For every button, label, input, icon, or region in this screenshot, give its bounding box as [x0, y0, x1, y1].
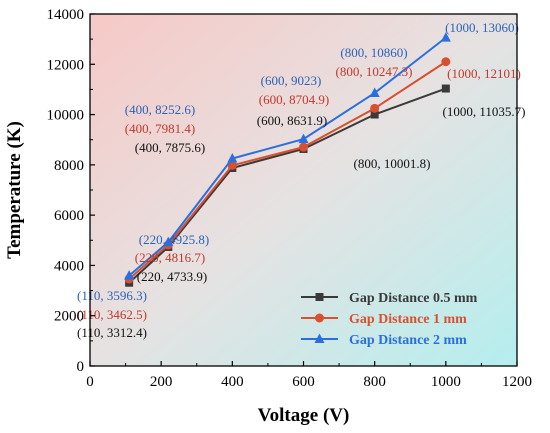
x-tick-label: 800: [363, 374, 386, 390]
series-layer: [124, 32, 451, 287]
legend-marker: [315, 293, 324, 301]
series-line: [128, 36, 447, 277]
data-label: (1000, 12101): [447, 66, 521, 81]
legend-label: Gap Distance 1 mm: [349, 312, 467, 327]
axis-layer: 0 200 400 600 800 1000 12000200040006000800010…: [47, 7, 533, 390]
x-tick-label: 1200: [502, 374, 532, 390]
data-point: [227, 153, 238, 163]
y-tick-label: 0: [77, 359, 85, 375]
data-label: (110, 3312.4): [77, 325, 147, 340]
data-label: (110, 3462.5): [77, 307, 147, 322]
x-axis-title: Voltage (V): [258, 405, 350, 426]
legend-label: Gap Distance 2 mm: [349, 333, 467, 348]
x-tick-label: 0: [86, 374, 94, 390]
data-label: (800, 10860): [340, 45, 407, 60]
legend: Gap Distance 0.5 mm Gap Distance 1 mm Gap …: [301, 291, 478, 348]
data-label: (110, 3596.3): [77, 288, 147, 303]
data-label: (600, 8704.9): [259, 92, 329, 107]
x-tick-label: 1000: [431, 374, 461, 390]
series-line: [128, 60, 447, 280]
data-label: (600, 9023): [261, 73, 322, 88]
data-point: [441, 57, 451, 67]
data-label: (1000, 13060): [445, 20, 519, 35]
series-line: [128, 87, 447, 284]
y-tick-label: 4000: [54, 258, 84, 274]
data-label: (220, 4733.9): [137, 269, 207, 284]
data-label-layer: (110, 3312.4) (220, 4733.9) (400, 7875.6) (…: [77, 20, 525, 340]
data-label: (220, 4925.8): [139, 232, 209, 247]
plot-background: [90, 14, 517, 366]
data-label: (400, 8252.6): [125, 102, 195, 117]
legend-marker: [315, 313, 324, 323]
y-tick-label: 10000: [47, 108, 85, 124]
x-tick-label: 400: [221, 374, 244, 390]
data-label: (800, 10247.3): [336, 64, 413, 79]
y-tick-label: 8000: [54, 158, 84, 174]
data-label: (220, 4816.7): [135, 250, 205, 265]
data-point: [298, 133, 309, 144]
y-axis-title: Temperature (K): [4, 121, 25, 259]
data-label: (1000, 11035.7): [443, 104, 526, 119]
data-label: (800, 10001.8): [354, 156, 431, 171]
data-point: [370, 103, 380, 113]
data-point: [163, 236, 174, 247]
data-point: [299, 142, 308, 152]
y-tick-label: 14000: [47, 7, 85, 23]
legend-label: Gap Distance 0.5 mm: [349, 291, 478, 306]
data-point: [369, 87, 380, 97]
y-tick-label: 2000: [54, 309, 84, 325]
data-label: (400, 7875.6): [135, 140, 205, 155]
x-tick-label: 600: [292, 374, 315, 390]
x-tick-label: 200: [150, 374, 173, 390]
data-label: (400, 7981.4): [125, 121, 195, 136]
data-point: [124, 270, 135, 280]
data-point: [441, 84, 450, 93]
y-tick-label: 6000: [54, 208, 84, 224]
legend-marker: [314, 333, 325, 343]
data-label: (600, 8631.9): [257, 113, 327, 128]
y-tick-label: 12000: [47, 57, 85, 73]
data-point: [440, 32, 451, 42]
data-point: [370, 110, 379, 119]
